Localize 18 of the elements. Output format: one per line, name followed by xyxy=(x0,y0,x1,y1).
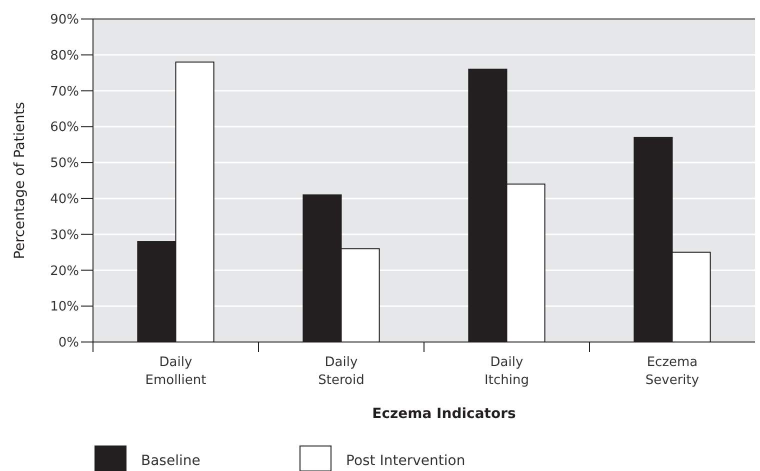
y-tick-label: 60% xyxy=(50,120,79,136)
x-tick-label: Daily Steroid xyxy=(318,355,364,388)
y-axis-title: Percentage of Patients xyxy=(12,102,28,260)
x-tick-label: Eczema Severity xyxy=(645,355,700,388)
y-tick-label: 40% xyxy=(50,192,79,207)
x-tick-label: Daily Itching xyxy=(484,355,529,388)
y-tick-label: 0% xyxy=(58,336,79,351)
y-tick-label: 20% xyxy=(50,264,79,279)
y-tick-label: 90% xyxy=(50,12,79,28)
y-tick-label: 50% xyxy=(50,156,79,172)
x-axis-title: Eczema Indicators xyxy=(372,406,516,422)
y-tick-label: 10% xyxy=(50,300,79,315)
legend-label: Baseline xyxy=(141,453,200,469)
y-tick-label: 80% xyxy=(50,48,79,64)
x-tick-label: Daily Emollient xyxy=(145,355,206,388)
legend-label: Post Intervention xyxy=(346,453,466,469)
y-tick-label: 30% xyxy=(50,228,79,243)
y-tick-label: 70% xyxy=(50,84,79,100)
